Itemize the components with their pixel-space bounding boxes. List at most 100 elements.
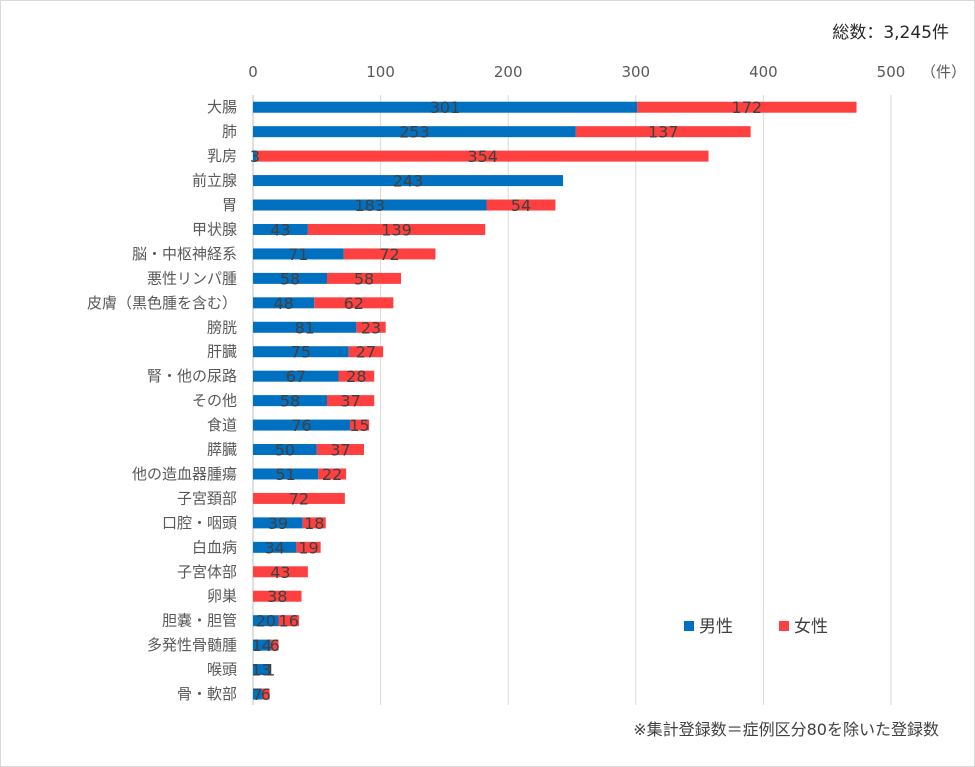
x-tick-label: 400 [749, 63, 778, 81]
bar-female [253, 492, 345, 504]
data-label-female: 19 [298, 538, 318, 557]
bar-female [253, 566, 308, 578]
bar-female [307, 223, 486, 235]
data-label-male: 50 [275, 441, 295, 460]
category-label: 食道 [207, 416, 237, 434]
data-label-male: 3 [250, 147, 260, 166]
bar-female [278, 615, 299, 627]
data-label-male: 39 [268, 514, 288, 533]
legend-label-male: 男性 [699, 617, 733, 637]
data-label-male: 81 [294, 318, 314, 337]
x-tick-label: 200 [494, 63, 523, 81]
data-label-male: 76 [291, 416, 311, 435]
bar-female [296, 541, 321, 553]
data-label-female: 28 [346, 367, 366, 386]
bar-male [253, 419, 350, 431]
data-label-female: 22 [322, 465, 342, 484]
bar-male [253, 664, 270, 676]
data-label-female: 6 [270, 636, 280, 655]
data-label-female: 1 [265, 661, 275, 680]
data-label-female: 18 [304, 514, 324, 533]
bar-male [253, 517, 303, 529]
legend-swatch-female [779, 621, 789, 631]
data-label-female: 6 [261, 685, 271, 704]
bar-female [269, 664, 271, 676]
category-label: 膀胱 [207, 318, 237, 336]
data-label-male: 58 [280, 392, 300, 411]
legend-swatch-male [684, 621, 694, 631]
data-label-male: 183 [354, 196, 385, 215]
category-label: 肺 [222, 123, 237, 141]
category-label: 子宮頚部 [177, 489, 237, 507]
data-label-male: 34 [265, 538, 285, 557]
data-label-male: 58 [280, 269, 300, 288]
bar-female [302, 517, 326, 529]
bar-male [253, 175, 564, 187]
x-tick-label: 500 [877, 63, 906, 81]
data-label-female: 58 [354, 269, 374, 288]
bar-female [356, 321, 386, 333]
data-label-female: 37 [340, 392, 360, 411]
bar-male [253, 346, 349, 358]
footnote: ※集計登録数＝症例区分80を除いた登録数 [633, 720, 939, 739]
data-label-male: 48 [273, 294, 293, 313]
bar-male [253, 101, 638, 113]
data-label-male: 43 [270, 220, 290, 239]
data-label-female: 37 [330, 441, 350, 460]
category-label: 甲状腺 [192, 220, 237, 238]
category-label: 胆嚢・胆管 [162, 612, 237, 630]
x-tick-label: 0 [248, 63, 258, 81]
bar-male [253, 150, 257, 162]
data-label-female: 139 [381, 220, 412, 239]
category-label: 白血病 [192, 538, 237, 556]
bar-male [253, 223, 308, 235]
bar-male [253, 688, 262, 700]
x-tick-label: 100 [366, 63, 395, 81]
bar-male [253, 444, 317, 456]
bar-female [261, 688, 270, 700]
data-label-male: 51 [275, 465, 295, 484]
category-label: その他 [192, 392, 237, 410]
bar-female [316, 444, 365, 456]
data-label-female: 72 [379, 245, 399, 264]
category-label: 皮膚（黒色腫を含む） [87, 294, 237, 312]
bar-male [253, 370, 339, 382]
bar-female [637, 101, 857, 113]
category-label: 前立腺 [192, 172, 237, 190]
data-label-female: 354 [467, 147, 498, 166]
bar-male [253, 126, 576, 138]
data-label-male: 7 [252, 685, 262, 704]
bar-female [575, 126, 751, 138]
data-label-female: 15 [349, 416, 369, 435]
data-label-female: 137 [648, 123, 679, 142]
data-label-male: 13 [251, 661, 271, 680]
bar-female [256, 150, 709, 162]
category-label: 肝臓 [207, 343, 237, 361]
data-label-male: 14 [252, 636, 272, 655]
legend-label-female: 女性 [794, 617, 828, 637]
category-label: 骨・軟部 [177, 685, 237, 703]
x-tick-label: 300 [621, 63, 650, 81]
category-label: 他の造血器腫瘍 [132, 465, 237, 483]
bar-female [486, 199, 556, 211]
bar-female [327, 395, 375, 407]
data-label-male: 253 [399, 123, 430, 142]
data-label-male: 67 [286, 367, 306, 386]
bar-female [338, 370, 375, 382]
data-label-female: 38 [267, 587, 287, 606]
data-label-female: 54 [511, 196, 531, 215]
bar-male [253, 248, 344, 260]
data-label-female: 16 [279, 612, 299, 631]
category-label: 口腔・咽頭 [162, 514, 237, 532]
bar-female [270, 639, 279, 651]
data-label-male: 71 [288, 245, 308, 264]
bar-female [349, 419, 370, 431]
bar-male [253, 272, 328, 284]
total-count: 総数：3,245件 [832, 23, 949, 43]
category-label: 卵巣 [207, 587, 237, 605]
bar-male [253, 615, 279, 627]
data-label-female: 62 [344, 294, 364, 313]
category-label: 子宮体部 [177, 563, 237, 581]
category-label: 膵臓 [207, 441, 237, 459]
